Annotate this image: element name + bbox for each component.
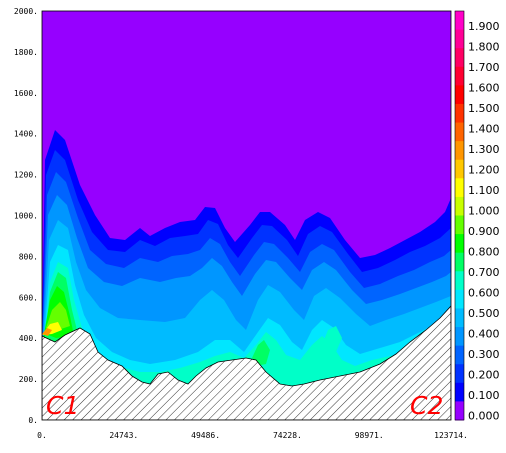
colorbar-label: 1.500 <box>468 102 500 115</box>
y-tick-label: 800. <box>19 252 38 261</box>
y-tick-label: 1200. <box>14 171 38 180</box>
colorbar-label: 0.600 <box>468 287 500 300</box>
colorbar-label: 1.000 <box>468 205 500 218</box>
colorbar-swatch <box>455 252 464 272</box>
colorbar-swatch <box>455 11 464 31</box>
colorbar-swatch <box>455 345 464 365</box>
colorbar-label: 0.700 <box>468 266 500 279</box>
colorbar-swatch <box>455 364 464 384</box>
contour-field <box>42 130 451 420</box>
colorbar-swatch <box>455 85 464 105</box>
colorbar-label: 1.300 <box>468 143 500 156</box>
colorbar-label: 0.900 <box>468 225 500 238</box>
y-tick-label: 1000. <box>14 212 38 221</box>
x-tick-label: 98971. <box>355 431 384 440</box>
y-tick-label: 200. <box>19 375 38 384</box>
x-tick-label: 0. <box>37 431 47 440</box>
colorbar-label: 1.200 <box>468 164 500 177</box>
colorbar-swatch <box>455 234 464 254</box>
colorbar-label: 1.900 <box>468 20 500 33</box>
colorbar-label: 0.500 <box>468 307 500 320</box>
x-tick-label: 24743. <box>109 431 138 440</box>
y-tick-label: 2000. <box>14 7 38 16</box>
colorbar-swatch <box>455 401 464 421</box>
contour-band-11-12 <box>42 328 52 336</box>
colorbar-label: 0.100 <box>468 389 500 402</box>
colorbar-label: 1.700 <box>468 61 500 74</box>
colorbar-swatch <box>455 271 464 291</box>
y-tick-label: 1600. <box>14 89 38 98</box>
colorbar-swatch <box>455 327 464 347</box>
colorbar-swatch <box>455 159 464 179</box>
terrain-outline <box>42 305 451 420</box>
y-axis: 0. 200. 400. 600. 800. 1000. 1200. 1400. 1600. 18… <box>14 7 38 425</box>
colorbar-label: 1.800 <box>468 41 500 54</box>
colorbar-label: 0.300 <box>468 348 500 361</box>
colorbar-swatch <box>455 66 464 86</box>
colorbar-label: 1.400 <box>468 123 500 136</box>
y-tick-label: 0. <box>28 416 38 425</box>
y-tick-label: 600. <box>19 293 38 302</box>
colorbar-swatch <box>455 196 464 216</box>
colorbar-swatch <box>455 29 464 49</box>
corner-label-c1: C1 <box>46 391 79 420</box>
colorbar-swatch <box>455 382 464 402</box>
y-tick-label: 1800. <box>14 48 38 57</box>
colorbar-swatch <box>455 289 464 309</box>
colorbar-swatch <box>455 48 464 68</box>
x-axis: 0. 24743. 49486. 74228. 98971. 123714. <box>37 431 468 440</box>
x-tick-label: 49486. <box>191 431 220 440</box>
y-tick-label: 400. <box>19 334 38 343</box>
colorbar-swatch <box>455 141 464 161</box>
colorbar-label: 0.400 <box>468 328 500 341</box>
colorbar-label: 1.100 <box>468 184 500 197</box>
colorbar-swatch <box>455 308 464 328</box>
colorbar-swatch <box>455 215 464 235</box>
colorbar-swatch <box>455 122 464 142</box>
colorbar-swatch <box>455 178 464 198</box>
colorbar-label: 0.800 <box>468 246 500 259</box>
colorbar-label: 1.600 <box>468 82 500 95</box>
x-tick-label: 74228. <box>273 431 302 440</box>
colorbar-label: 0.200 <box>468 369 500 382</box>
y-tick-label: 1400. <box>14 130 38 139</box>
x-tick-label: 123714. <box>434 431 468 440</box>
contour-patch-mid-2 <box>322 326 342 354</box>
colorbar: 1.900 1.800 1.700 1.600 1.500 1.400 1.300 1.200… <box>454 10 500 423</box>
corner-label-c2: C2 <box>410 391 443 420</box>
plot-frame <box>41 10 452 421</box>
colorbar-frame <box>454 10 465 421</box>
colorbar-label: 0.000 <box>468 410 500 423</box>
colorbar-swatch <box>455 103 464 124</box>
contour-patch-mid-1 <box>252 340 270 366</box>
contour-band-9-10 <box>42 302 70 340</box>
